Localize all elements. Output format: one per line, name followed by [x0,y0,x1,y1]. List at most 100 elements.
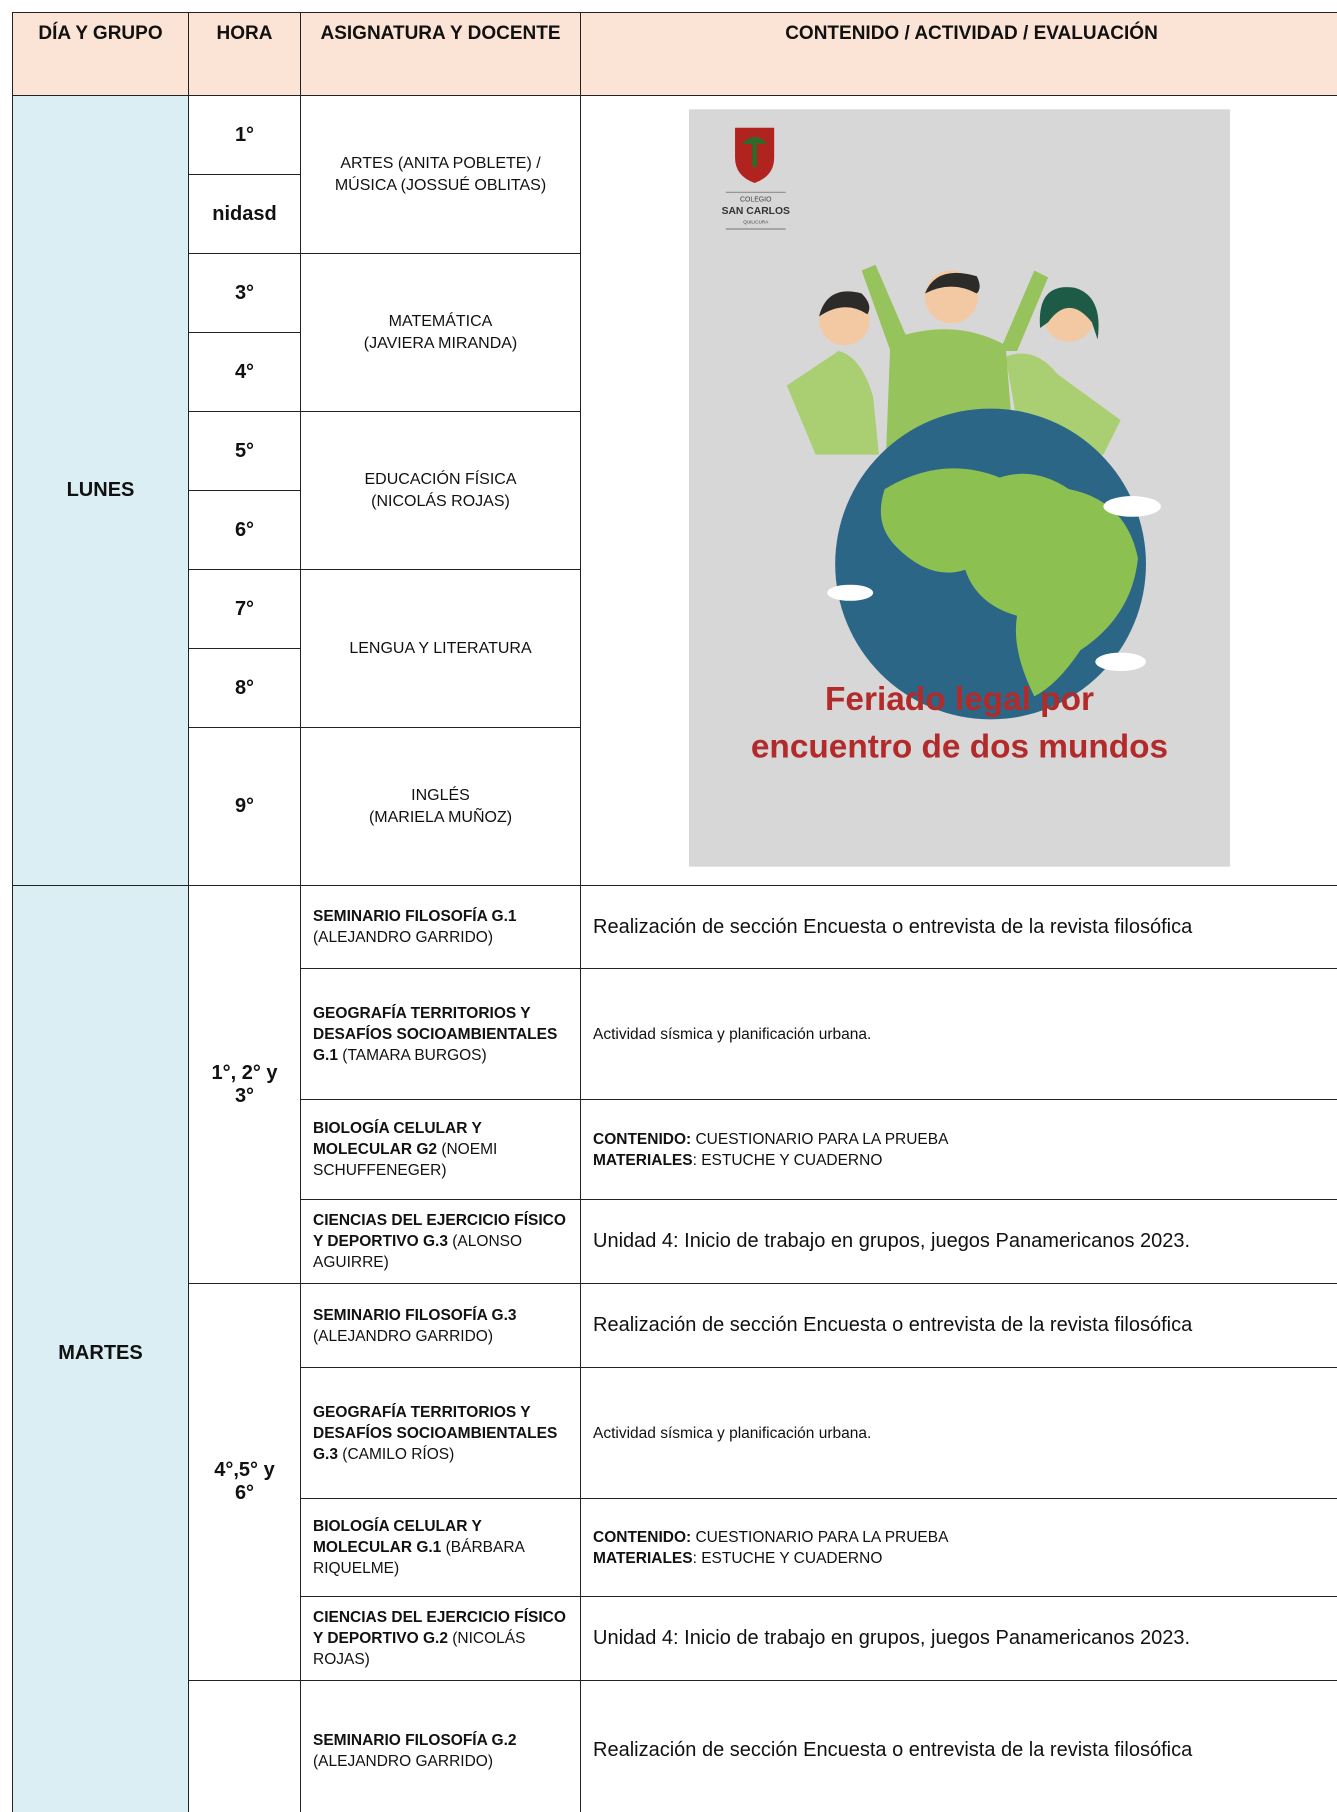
hour-cell: 4°,5° y 6° [188,1283,301,1681]
subject-title: BIOLOGÍA CELULAR Y MOLECULAR G2 [313,1120,482,1158]
poster: COLEGIO SAN CARLOS QUILICURA Feriado legal … [689,109,1230,867]
subject-title: CIENCIAS DEL EJERCICIO FÍSICO Y DEPORTIV… [313,1609,566,1647]
subject-title: CIENCIAS DEL EJERCICIO FÍSICO Y DEPORTIV… [313,1212,566,1250]
hour-cell [188,1680,301,1812]
content-line: MATERIALES: ESTUCHE Y CUADERNO [593,1548,1337,1569]
content-cell: Actividad sísmica y planificación urbana… [580,1367,1337,1499]
logo-tree [741,136,768,167]
person-hair [819,291,870,317]
subject-title: SEMINARIO FILOSOFÍA G.2 [313,1731,517,1749]
content-cell: Realización de sección Encuesta o entrev… [580,1283,1337,1368]
content-cell: Actividad sísmica y planificación urbana… [580,968,1337,1100]
subject-cell: GEOGRAFÍA TERRITORIOS Y DESAFÍOS SOCIOAM… [300,968,581,1100]
content-label: CONTENIDO: [593,1130,692,1148]
subject-cell: CIENCIAS DEL EJERCICIO FÍSICO Y DEPORTIV… [300,1199,581,1284]
content-text: : ESTUCHE Y CUADERNO [692,1151,883,1169]
content-label: MATERIALES [593,1549,693,1567]
table-row: 7° LENGUA Y LITERATURA [13,569,1337,728]
cloud [1095,652,1146,672]
header-cell: HORA [188,12,301,96]
content-label: CONTENIDO: [593,1528,692,1546]
day-cell: MARTES [12,885,189,1812]
cloud [827,584,874,601]
subject-line: (NICOLÁS ROJAS) [371,492,510,510]
subject-cell: LENGUA Y LITERATURA [300,569,581,728]
subject-teacher: (ALEJANDRO GARRIDO) [313,1752,493,1770]
poster-caption: encuentro de dos mundos [751,728,1168,765]
table-row: BIOLOGÍA CELULAR Y MOLECULAR G2 (NOEMI S… [13,1099,1337,1200]
subject-title: GEOGRAFÍA TERRITORIOS Y DESAFÍOS SOCIOAM… [313,1004,558,1064]
logo-text: COLEGIO [740,196,772,203]
subject-line: MATEMÁTICA [388,312,493,330]
hour-cell: 8° [188,648,301,728]
header-cell: DÍA Y GRUPO [12,12,189,96]
subject-line: LENGUA Y LITERATURA [349,639,532,657]
hour-cell: nidasd [188,174,301,254]
hour-cell: 3° [188,253,301,333]
subject-cell: ARTES (ANITA POBLETE) / MÚSICA (JOSSUÉ OB… [300,95,581,254]
hour-cell: 4° [188,332,301,412]
table-row: 9° INGLÉS (MARIELA MUÑOZ) [13,727,1337,886]
content-cell: Realización de sección Encuesta o entrev… [580,1680,1337,1812]
subject-teacher: (ALONSO AGUIRRE) [313,1233,523,1271]
hour-cell: 1° [188,95,301,175]
content-text: : ESTUCHE Y CUADERNO [692,1549,883,1567]
content-line: MATERIALES: ESTUCHE Y CUADERNO [593,1150,1337,1171]
subject-cell: BIOLOGÍA CELULAR Y MOLECULAR G.1 (BÁRBAR… [300,1498,581,1597]
subject-teacher: (NICOLÁS ROJAS) [313,1630,526,1668]
hour-cell: 9° [188,727,301,886]
subject-title: SEMINARIO FILOSOFÍA G.3 [313,1306,517,1324]
poster-caption: Feriado legal por [825,681,1094,718]
subject-teacher: (TAMARA BURGOS) [342,1046,487,1064]
table-row: MARTES 1°, 2° y 3° SEMINARIO FILOSOFÍA G.1… [12,885,1337,1812]
subject-cell: SEMINARIO FILOSOFÍA G.2 (ALEJANDRO GARRI… [300,1680,581,1812]
table-row: 8° [13,648,1337,728]
content-cell: Unidad 4: Inicio de trabajo en grupos, j… [580,1199,1337,1284]
content-cell: CONTENIDO: CUESTIONARIO PARA LA PRUEBA MA… [580,1099,1337,1200]
subject-teacher: (ALEJANDRO GARRIDO) [313,1327,493,1345]
poster-cell: COLEGIO SAN CARLOS QUILICURA Feriado legal … [580,95,1337,886]
cloud [1103,496,1161,517]
subject-cell: INGLÉS (MARIELA MUÑOZ) [300,727,581,886]
hour-cell: 6° [188,490,301,570]
logo-text: QUILICURA [743,219,769,224]
subject-line: INGLÉS [411,786,470,804]
logo-text: SAN CARLOS [722,206,790,217]
table-row: SEMINARIO FILOSOFÍA G.2 (ALEJANDRO GARRI… [13,1680,1337,1812]
table-row: 3° MATEMÁTICA (JAVIERA MIRANDA) [13,253,1337,412]
content-cell: CONTENIDO: CUESTIONARIO PARA LA PRUEBA MA… [580,1498,1337,1597]
globe-land [880,468,1138,697]
content-line: CONTENIDO: CUESTIONARIO PARA LA PRUEBA [593,1527,1337,1548]
subject-line: (JAVIERA MIRANDA) [363,334,518,352]
table-row: CIENCIAS DEL EJERCICIO FÍSICO Y DEPORTIV… [13,1199,1337,1284]
subject-cell: BIOLOGÍA CELULAR Y MOLECULAR G2 (NOEMI S… [300,1099,581,1200]
subject-cell: MATEMÁTICA (JAVIERA MIRANDA) [300,253,581,412]
subject-cell: SEMINARIO FILOSOFÍA G.3 (ALEJANDRO GARRI… [300,1283,581,1368]
subject-teacher: (BÁRBARA RIQUELME) [313,1539,525,1577]
table-row: DÍA Y GRUPO HORA ASIGNATURA Y DOCENTE CONTE… [12,12,1337,96]
hour-cell: 1°, 2° y 3° [188,885,301,1284]
subject-line: (MARIELA MUÑOZ) [368,808,513,826]
content-label: MATERIALES [593,1151,693,1169]
subject-teacher: (CAMILO RÍOS) [342,1445,455,1463]
subject-cell: CIENCIAS DEL EJERCICIO FÍSICO Y DEPORTIV… [300,1596,581,1681]
person-hair [1039,287,1099,340]
content-cell: Realización de sección Encuesta o entrev… [580,885,1337,969]
schedule-table: DÍA Y GRUPO HORA ASIGNATURA Y DOCENTE CONTE… [12,12,1337,1812]
header-cell: ASIGNATURA Y DOCENTE [300,12,581,96]
person-body [786,351,879,455]
subject-title: SEMINARIO FILOSOFÍA G.1 [313,908,517,925]
hour-cell: 7° [188,569,301,649]
table-row: GEOGRAFÍA TERRITORIOS Y DESAFÍOS SOCIOAM… [13,1367,1337,1499]
person-hair [924,272,980,294]
subject-title: GEOGRAFÍA TERRITORIOS Y DESAFÍOS SOCIOAM… [313,1403,558,1463]
table-row: 5° EDUCACIÓN FÍSICA (NICOLÁS ROJAS) [13,411,1337,570]
subject-cell: SEMINARIO FILOSOFÍA G.1 (ALEJANDRO GARRI… [300,885,581,969]
subject-line: ARTES (ANITA POBLETE) / [340,154,541,172]
subject-line: MÚSICA (JOSSUÉ OBLITAS) [334,176,547,194]
subject-cell: GEOGRAFÍA TERRITORIOS Y DESAFÍOS SOCIOAM… [300,1367,581,1499]
content-cell: Unidad 4: Inicio de trabajo en grupos, j… [580,1596,1337,1681]
subject-title: BIOLOGÍA CELULAR Y MOLECULAR G.1 [313,1518,482,1556]
day-cell: LUNES [12,95,189,886]
